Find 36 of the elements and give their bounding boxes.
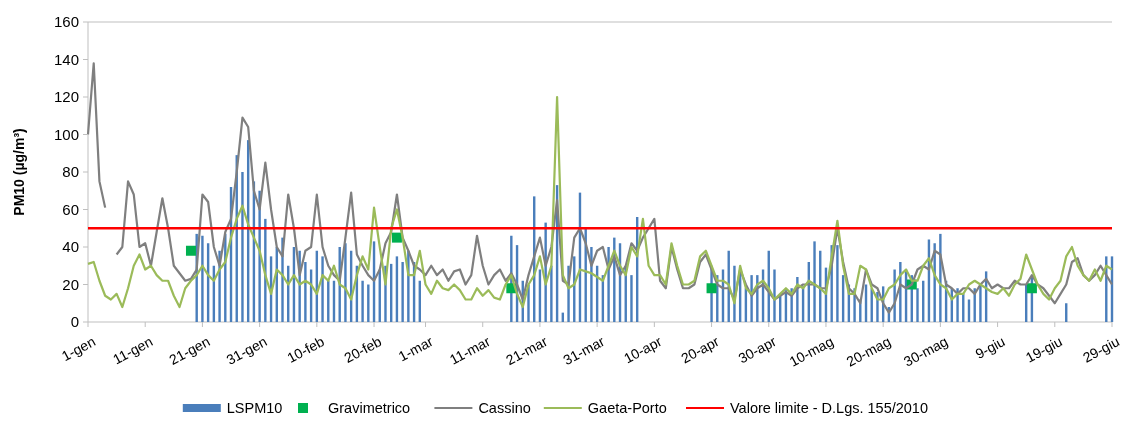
legend-label: Valore limite - D.Lgs. 155/2010 xyxy=(730,400,929,417)
bar xyxy=(344,243,347,322)
legend-label: LSPM10 xyxy=(226,400,283,417)
x-tick-label: 1-gen xyxy=(58,333,99,365)
bar xyxy=(773,269,776,322)
y-tick-label: 160 xyxy=(53,13,79,31)
bar xyxy=(241,172,244,322)
bar xyxy=(361,280,364,322)
bar xyxy=(264,218,267,322)
bar xyxy=(201,235,204,322)
bar xyxy=(813,241,816,322)
y-tick-label: 140 xyxy=(53,50,79,68)
y-tick-label: 40 xyxy=(62,238,79,256)
legend-label: Gaeta-Porto xyxy=(587,400,667,417)
point xyxy=(706,283,717,294)
y-tick-label: 120 xyxy=(53,88,79,106)
bar xyxy=(916,288,919,322)
legend-label: Gravimetrico xyxy=(328,400,411,417)
point xyxy=(1026,283,1037,294)
x-tick-label: 1-mar xyxy=(395,333,436,365)
x-tick-label: 9-giu xyxy=(972,333,1008,362)
bar xyxy=(401,262,404,322)
y-tick-label: 0 xyxy=(70,313,79,331)
y-tick-label: 60 xyxy=(62,200,79,218)
y-tick-label: 100 xyxy=(53,125,79,143)
point xyxy=(185,245,196,256)
bar xyxy=(321,256,324,322)
bar xyxy=(367,284,370,322)
y-tick-label: 20 xyxy=(62,275,79,293)
bar xyxy=(304,262,307,322)
bar xyxy=(979,284,982,322)
legend-label: Cassino xyxy=(478,400,531,417)
bar xyxy=(836,245,839,322)
y-tick-label: 80 xyxy=(62,163,79,181)
y-axis-title: PM10 (µg/m³) xyxy=(11,128,27,216)
point xyxy=(391,232,402,243)
